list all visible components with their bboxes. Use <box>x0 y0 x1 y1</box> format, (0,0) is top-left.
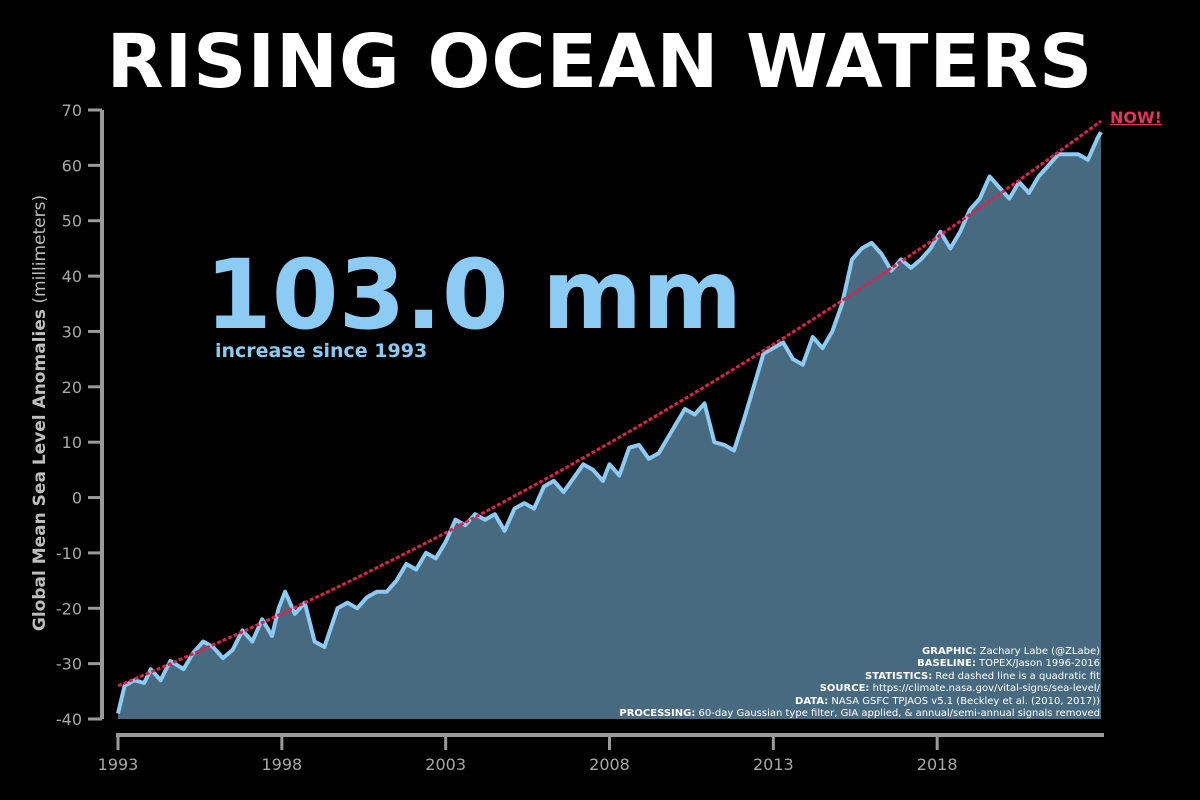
big-value: 103.0 mm <box>205 239 743 351</box>
y-tick-label: 40 <box>62 267 82 286</box>
y-axis: -40 -30 -20 -10 0 10 20 30 40 50 60 70 <box>56 101 104 729</box>
x-tick-label: 1993 <box>98 755 139 774</box>
y-tick-label: 10 <box>62 433 82 452</box>
credit-line: PROCESSING: 60-day Gaussian type filter,… <box>619 708 1100 720</box>
credit-line: GRAPHIC: Zachary Labe (@ZLabe) <box>922 646 1100 657</box>
y-tick-label: 60 <box>62 156 82 175</box>
x-tick-label: 2013 <box>753 755 794 774</box>
now-label: NOW! <box>1110 108 1162 127</box>
credit-line: BASELINE: TOPEX/Jason 1996-2016 <box>917 658 1100 670</box>
credit-line: SOURCE: https://climate.nasa.gov/vital-s… <box>819 683 1100 695</box>
x-tick-label: 2003 <box>425 755 466 774</box>
credit-line: DATA: NASA GSFC TPJAOS v5.1 (Beckley et … <box>795 695 1100 707</box>
x-tick-label: 2018 <box>917 755 958 774</box>
y-axis-label-main: Global Mean Sea Level Anomalies <box>30 309 50 632</box>
big-caption: increase since 1993 <box>215 340 428 362</box>
y-tick-label: 70 <box>62 101 82 120</box>
x-tick-label: 2008 <box>589 755 630 774</box>
quadratic-fit-line <box>117 119 1102 688</box>
y-tick-label: -40 <box>56 710 82 729</box>
y-tick-label: -20 <box>56 599 82 618</box>
y-tick-label: 0 <box>72 489 82 508</box>
credit-line: STATISTICS: Red dashed line is a quadrat… <box>865 670 1100 682</box>
y-tick-label: 30 <box>62 322 82 341</box>
y-tick-label: -10 <box>56 544 82 563</box>
page-title: RISING OCEAN WATERS <box>106 19 1094 105</box>
y-tick-label: -30 <box>56 655 82 674</box>
x-axis: 1993 1998 2003 2008 2013 2018 <box>98 733 1104 774</box>
series-line <box>116 131 1103 714</box>
y-tick-label: 20 <box>62 378 82 397</box>
y-axis-label: Global Mean Sea Level Anomalies (millime… <box>30 195 50 631</box>
area-fill <box>118 132 1101 720</box>
y-tick-label: 50 <box>62 212 82 231</box>
y-axis-label-unit: (millimeters) <box>30 194 50 304</box>
credits: GRAPHIC: Zachary Labe (@ZLabe) BASELINE:… <box>619 646 1100 720</box>
x-tick-label: 1998 <box>261 755 302 774</box>
